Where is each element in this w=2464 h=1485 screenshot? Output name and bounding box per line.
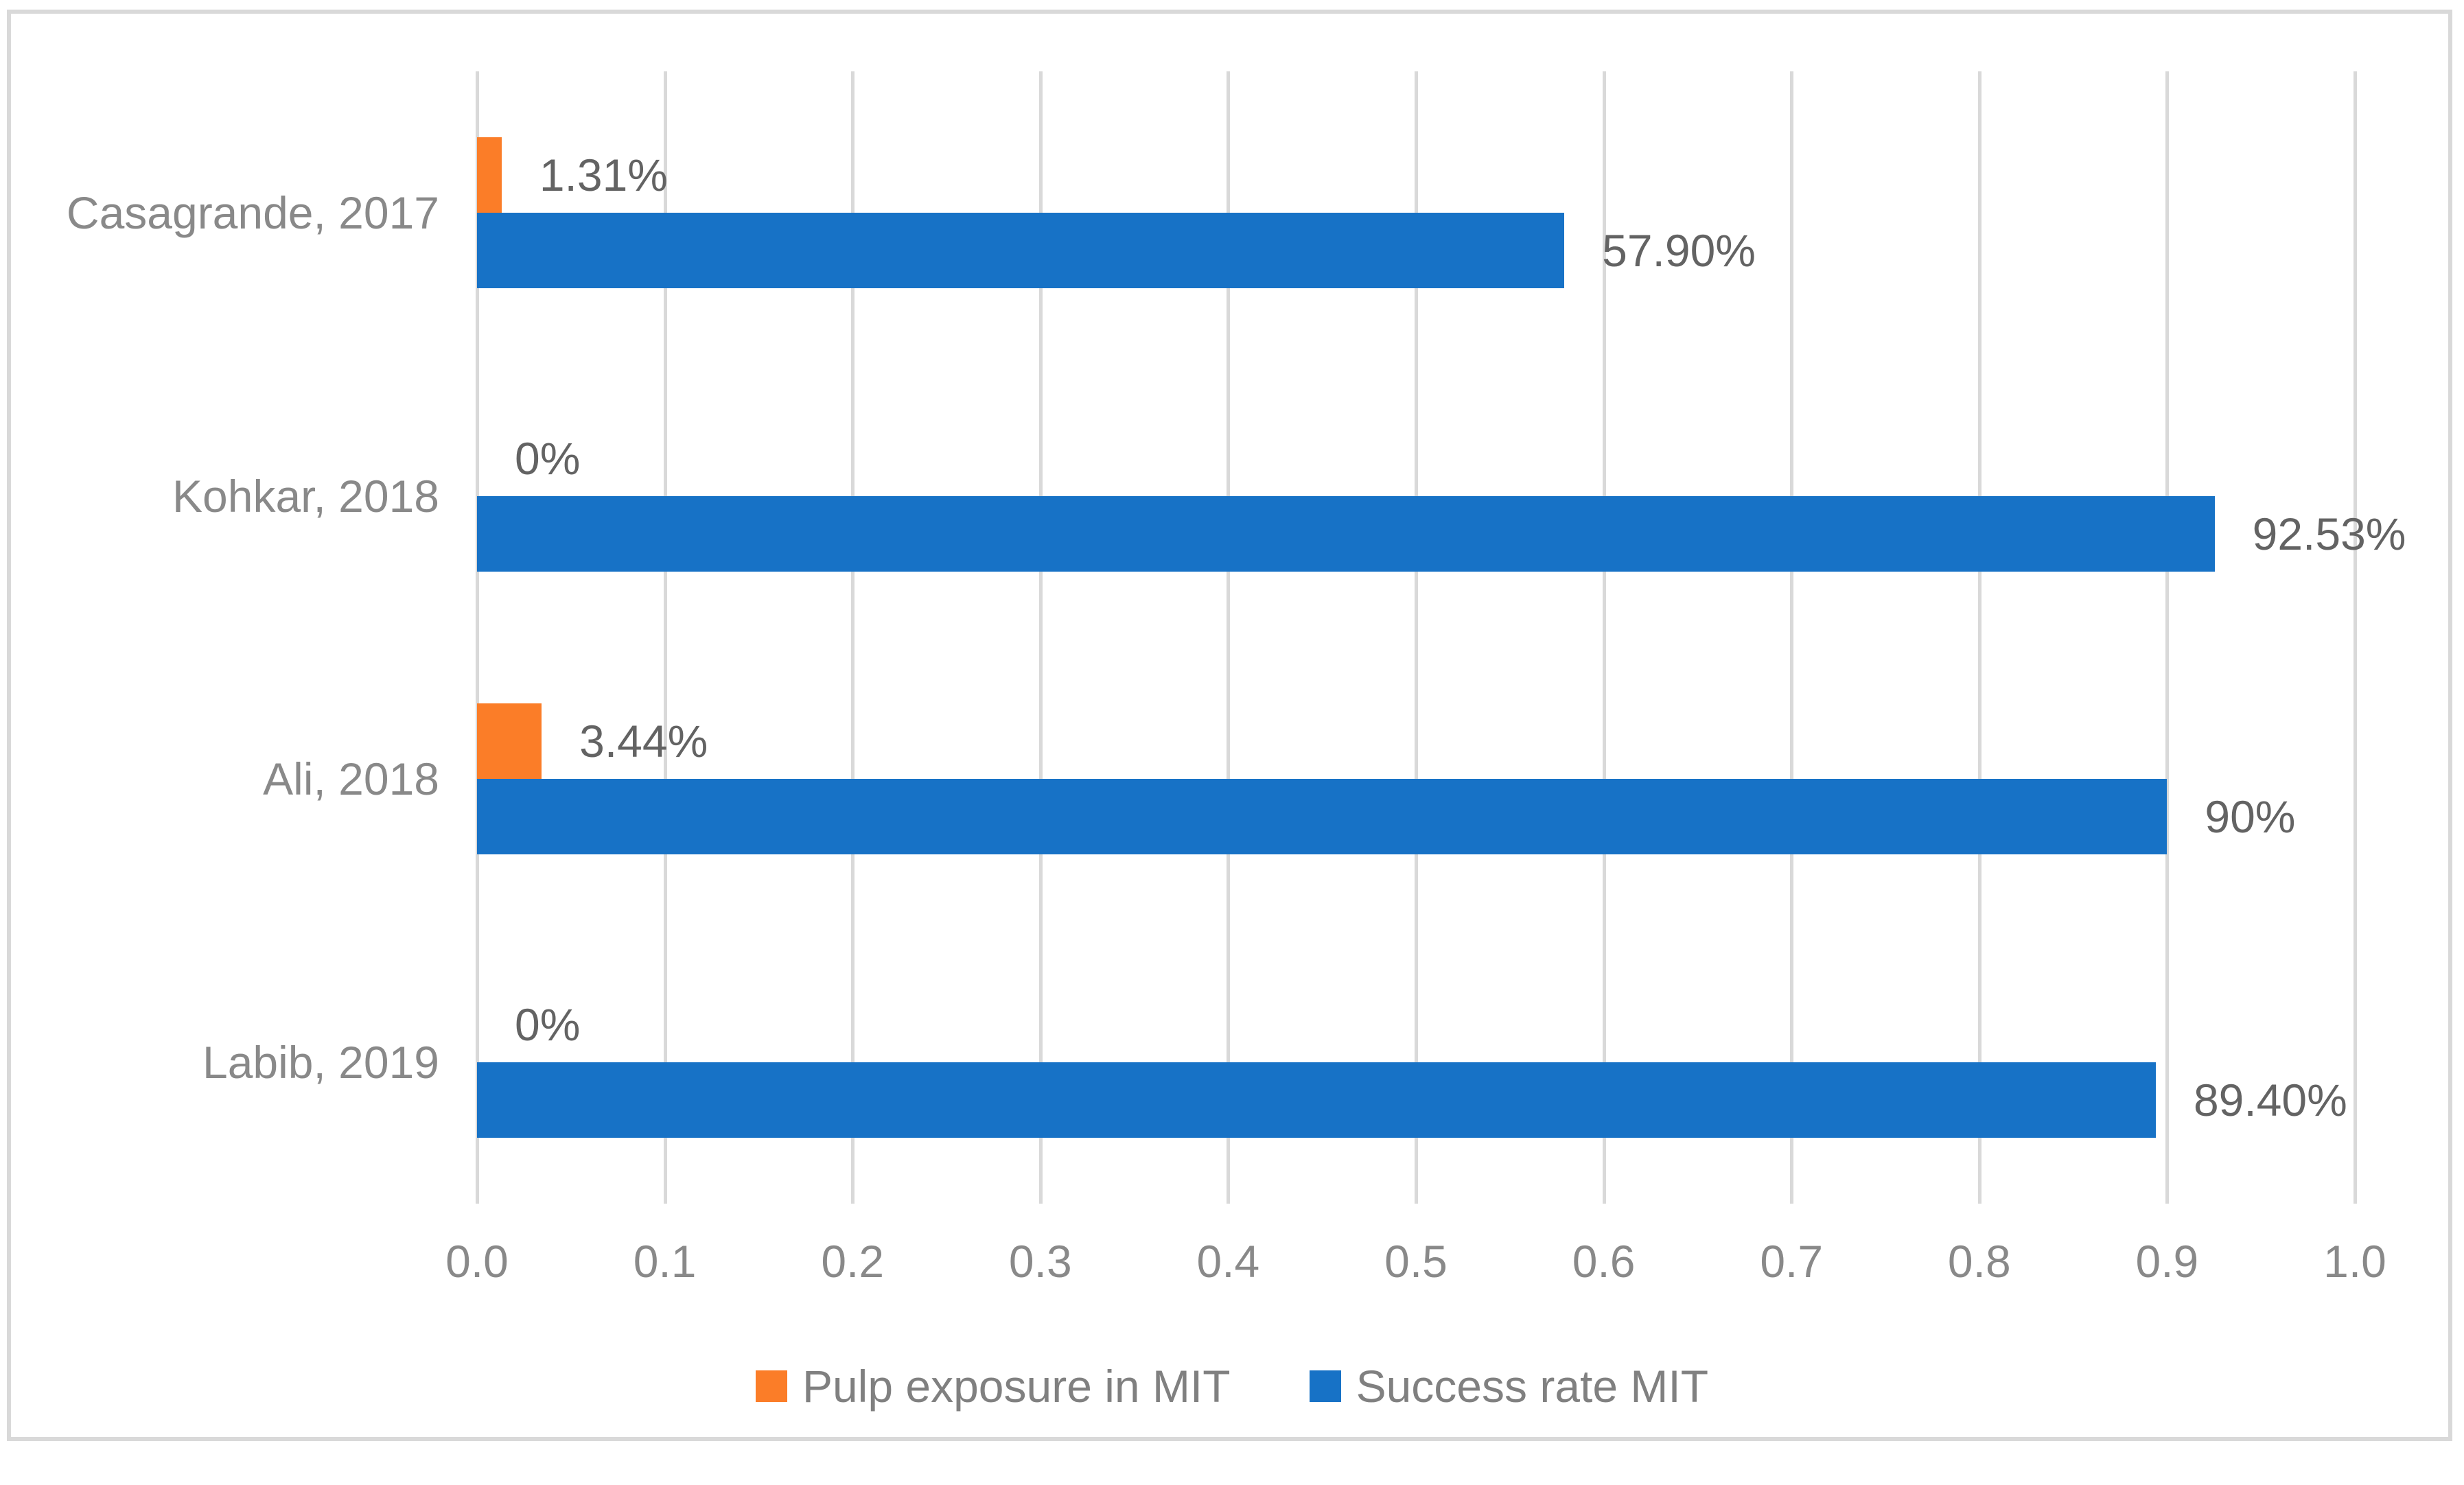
bar-value-label: 89.40%	[2193, 1074, 2347, 1125]
gridline	[1790, 71, 1794, 1204]
x-tick-label: 0.8	[1947, 1236, 2011, 1287]
gridline	[663, 71, 667, 1204]
legend-item-success-rate: Success rate MIT	[1309, 1360, 1709, 1412]
category-label: Casagrande, 2017	[66, 187, 439, 239]
bar-value-label: 1.31%	[539, 150, 668, 201]
legend-swatch-success-rate	[1309, 1370, 1341, 1402]
gridline	[1977, 71, 1981, 1204]
bar-value-label: 90%	[2205, 791, 2296, 843]
bar-success-rate	[477, 779, 2167, 855]
category-row: Kohkar, 2018 0% 92.53%	[172, 355, 2406, 638]
bar-slot-success-rate: 92.53%	[477, 495, 2406, 572]
category-label: Kohkar, 2018	[172, 470, 439, 522]
bar-slot-pulp-exposure: 3.44%	[477, 703, 2355, 780]
chart-border	[7, 10, 2452, 1441]
bar-pair: 0% 89.40%	[477, 987, 2355, 1138]
bar-success-rate	[477, 213, 1565, 289]
gridline	[1415, 71, 1418, 1204]
bar-value-label: 0%	[515, 998, 581, 1050]
bar-value-label: 57.90%	[1602, 225, 1756, 277]
bar-value-label: 0%	[515, 432, 581, 484]
bar-pair: 3.44% 90%	[477, 703, 2355, 855]
legend-label: Success rate MIT	[1356, 1361, 1709, 1412]
x-tick-label: 0.6	[1572, 1236, 1636, 1287]
bar-value-label: 3.44%	[579, 716, 708, 767]
category-row: Labib, 2019 0% 89.40%	[202, 921, 2355, 1204]
x-tick-label: 0.0	[445, 1236, 509, 1287]
legend-swatch-pulp-exposure	[755, 1370, 787, 1402]
bar-slot-pulp-exposure: 0%	[477, 421, 2355, 496]
bar-slot-success-rate: 90%	[477, 779, 2355, 855]
x-tick-label: 0.7	[1760, 1236, 1824, 1287]
bar-success-rate	[477, 1062, 2156, 1138]
bar-success-rate	[477, 495, 2215, 572]
bar-pair: 0% 92.53%	[477, 421, 2406, 572]
x-tick-label: 0.5	[1384, 1236, 1448, 1287]
gridline	[1038, 71, 1043, 1204]
gridline	[2353, 71, 2357, 1204]
bar-slot-success-rate: 89.40%	[477, 1062, 2355, 1138]
legend-item-pulp-exposure: Pulp exposure in MIT	[755, 1360, 1231, 1412]
legend: Pulp exposure in MIT Success rate MIT	[0, 1355, 2464, 1417]
gridline	[1602, 71, 1606, 1204]
gridline	[476, 71, 479, 1204]
x-tick-label: 0.3	[1008, 1236, 1072, 1287]
x-tick-label: 0.2	[821, 1236, 885, 1287]
category-label: Labib, 2019	[202, 1036, 439, 1088]
x-axis: 0.0 0.1 0.2 0.3 0.4 0.5 0.6 0.7 0.8 0.9 1.0	[445, 1235, 2386, 1297]
bar-value-label: 92.53%	[2252, 508, 2406, 559]
x-tick-label: 0.4	[1196, 1236, 1260, 1287]
category-label: Ali, 2018	[263, 753, 439, 805]
bar-slot-pulp-exposure: 1.31%	[477, 137, 2355, 213]
x-tick-label: 1.0	[2323, 1236, 2386, 1287]
x-tick-label: 0.1	[633, 1236, 697, 1287]
bar-slot-success-rate: 57.90%	[477, 213, 2355, 289]
category-row: Casagrande, 2017 1.31% 57.90%	[67, 71, 2355, 355]
gridline	[2165, 71, 2170, 1204]
gridline	[1227, 71, 1231, 1204]
bar-pulp-exposure	[477, 137, 502, 213]
category-row: Ali, 2018 3.44% 90%	[263, 638, 2355, 921]
x-tick-label: 0.9	[2135, 1236, 2199, 1287]
bar-slot-pulp-exposure: 0%	[477, 987, 2355, 1062]
plot-area: Casagrande, 2017 1.31% 57.90% Kohkar, 2018 0…	[67, 71, 2406, 1204]
bar-pulp-exposure	[477, 703, 542, 780]
legend-label: Pulp exposure in MIT	[802, 1361, 1231, 1412]
gridline	[851, 71, 855, 1204]
bar-pair: 1.31% 57.90%	[477, 137, 2355, 289]
